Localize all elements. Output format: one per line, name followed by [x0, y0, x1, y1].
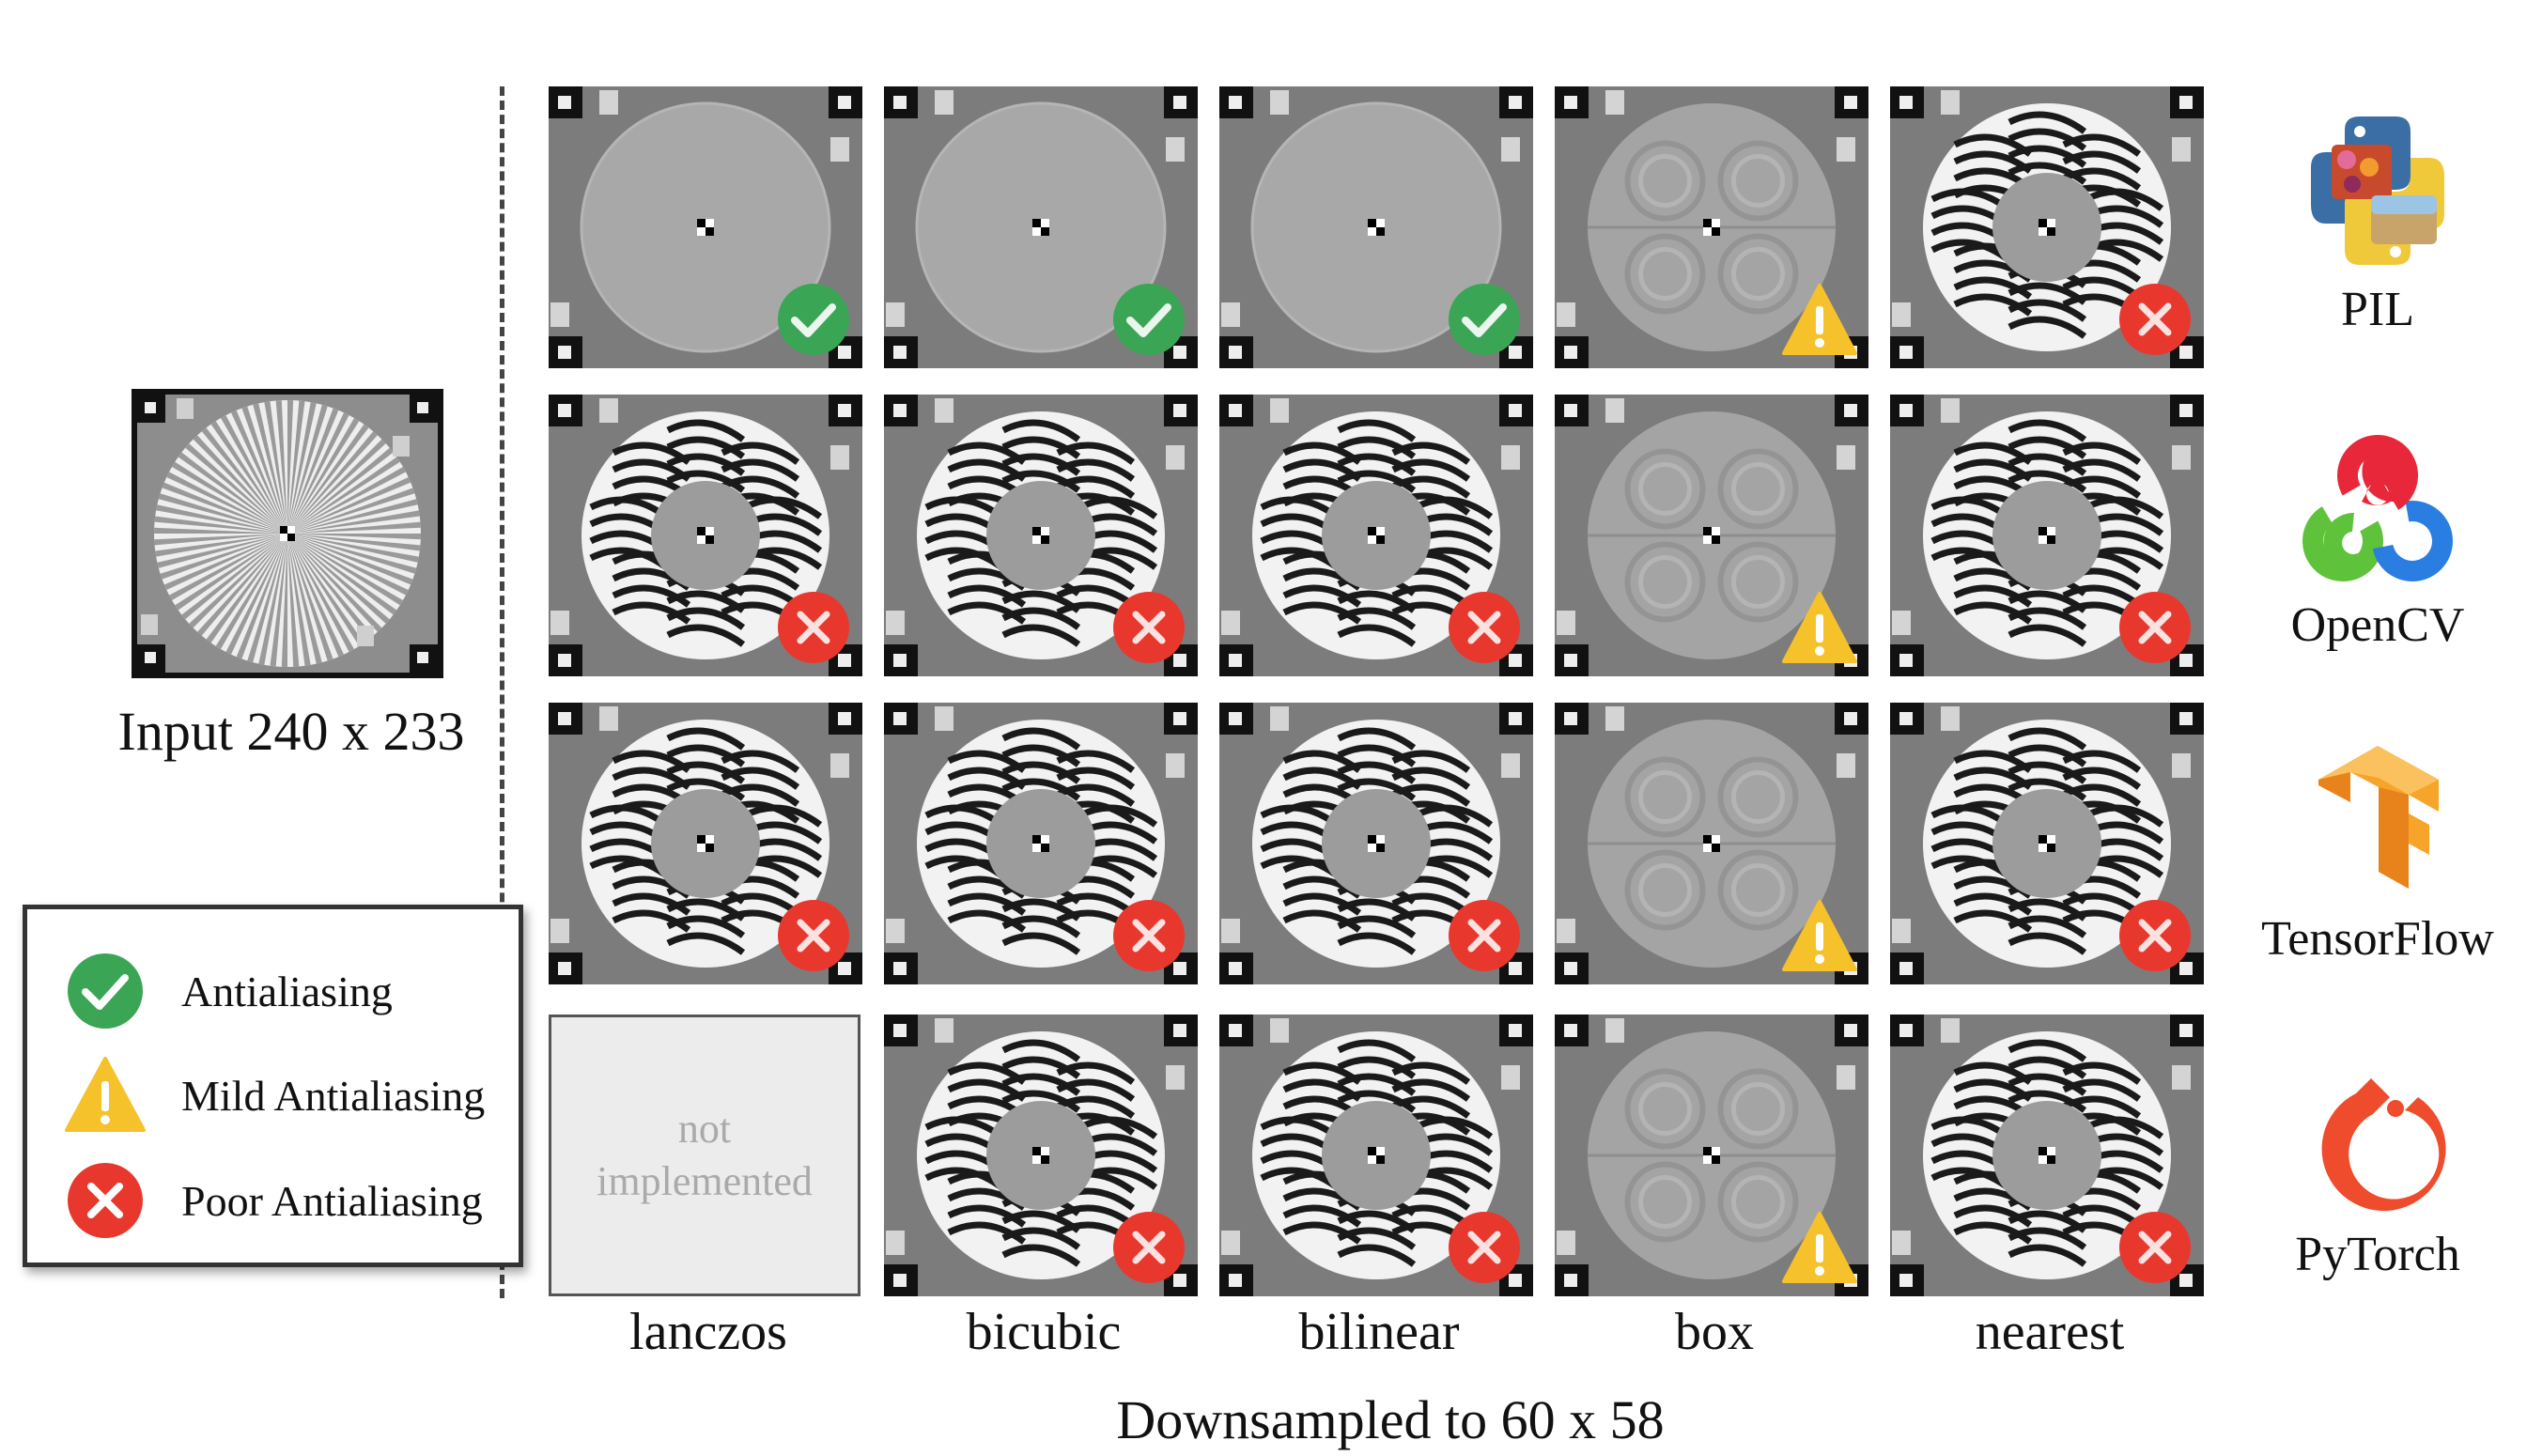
downsampled-star-image [1890, 86, 2204, 368]
dashed-divider [500, 86, 504, 1298]
tile-opencv-nearest [1890, 395, 2204, 676]
downsampled-star-image [549, 395, 862, 676]
tile-pytorch-nearest [1890, 1015, 2204, 1296]
not-implemented-label: implemented [597, 1158, 813, 1204]
downsample-caption: Downsampled to 60 x 58 [1116, 1389, 1665, 1450]
downsampled-star-image [1890, 1015, 2204, 1296]
warning-triangle-icon [1782, 1212, 1857, 1283]
tensorflow-logo-icon [2318, 746, 2439, 889]
legend-item-mild: Mild Antialiasing [63, 1053, 485, 1138]
column-label-bicubic: bicubic [966, 1303, 1122, 1361]
library-name: PyTorch [2295, 1228, 2460, 1281]
library-name: PIL [2341, 283, 2414, 336]
tile-pil-bilinear [1219, 86, 1533, 368]
tile-pil-lanczos [549, 86, 862, 368]
tile-opencv-box [1555, 395, 1868, 676]
column-label-lanczos: lanczos [629, 1303, 787, 1361]
x-circle-icon [2119, 900, 2191, 971]
x-circle-icon [2119, 284, 2191, 355]
tile-opencv-lanczos [549, 395, 862, 676]
tile-pil-nearest [1890, 86, 2204, 368]
check-circle-icon [778, 284, 849, 355]
x-circle-icon [1113, 900, 1185, 971]
legend-label: Antialiasing [181, 967, 393, 1015]
downsampled-star-image [1555, 86, 1868, 368]
tile-opencv-bilinear [1219, 395, 1533, 676]
tile-tensorflow-nearest [1890, 703, 2204, 984]
pytorch-logo-icon [2321, 1078, 2446, 1212]
tile-tensorflow-lanczos [549, 703, 862, 984]
downsampled-star-image [1890, 703, 2204, 984]
legend: Antialiasing Mild Antialiasing Poor Anti… [23, 905, 523, 1267]
tile-tensorflow-bilinear [1219, 703, 1533, 984]
tile-opencv-bicubic [884, 395, 1198, 676]
warning-triangle-icon [1782, 284, 1857, 355]
x-circle-icon [1449, 900, 1520, 971]
x-circle-icon [1449, 1212, 1520, 1283]
warning-triangle-icon [1782, 900, 1857, 971]
tile-pytorch-box [1555, 1015, 1868, 1296]
x-circle-icon [2119, 592, 2191, 663]
check-circle-icon [1113, 284, 1185, 355]
column-label-bilinear: bilinear [1298, 1303, 1460, 1361]
tile-tensorflow-box [1555, 703, 1868, 984]
legend-item-antialiasing: Antialiasing [63, 949, 393, 1033]
column-label-nearest: nearest [1975, 1303, 2125, 1361]
x-circle-icon [68, 1163, 143, 1238]
tile-pil-bicubic [884, 86, 1198, 368]
input-siemens-star [132, 389, 443, 678]
legend-item-poor: Poor Antialiasing [63, 1158, 483, 1243]
input-caption: Input 240 x 233 [117, 701, 465, 762]
tile-pytorch-bicubic [884, 1015, 1198, 1296]
downsampled-star-image [1219, 1015, 1533, 1296]
x-circle-icon [1449, 592, 1520, 663]
legend-label: Poor Antialiasing [181, 1176, 483, 1225]
not-implemented-box: not implemented [549, 1015, 860, 1296]
downsampled-star-image [884, 395, 1198, 676]
pil-logo-icon [2311, 116, 2444, 265]
opencv-logo-icon [2302, 435, 2453, 581]
not-implemented-label: not [677, 1106, 732, 1152]
check-circle-icon [68, 953, 143, 1029]
library-name: OpenCV [2290, 598, 2465, 652]
tile-pil-box [1555, 86, 1868, 368]
x-circle-icon [1113, 1212, 1185, 1283]
x-circle-icon [778, 592, 849, 663]
warning-triangle-icon [65, 1057, 146, 1132]
input-image [132, 389, 443, 678]
downsampled-star-image [1219, 395, 1533, 676]
legend-label: Mild Antialiasing [181, 1071, 486, 1120]
check-circle-icon [1449, 284, 1520, 355]
tile-pytorch-lanczos: not implemented [549, 1015, 862, 1296]
column-label-box: box [1675, 1303, 1754, 1361]
downsampled-star-image [1219, 703, 1533, 984]
tile-tensorflow-bicubic [884, 703, 1198, 984]
library-name: TensorFlow [2261, 912, 2494, 966]
tile-pytorch-bilinear [1219, 1015, 1533, 1296]
warning-triangle-icon [1782, 592, 1857, 663]
x-circle-icon [1113, 592, 1185, 663]
x-circle-icon [778, 900, 849, 971]
x-circle-icon [2119, 1212, 2191, 1283]
